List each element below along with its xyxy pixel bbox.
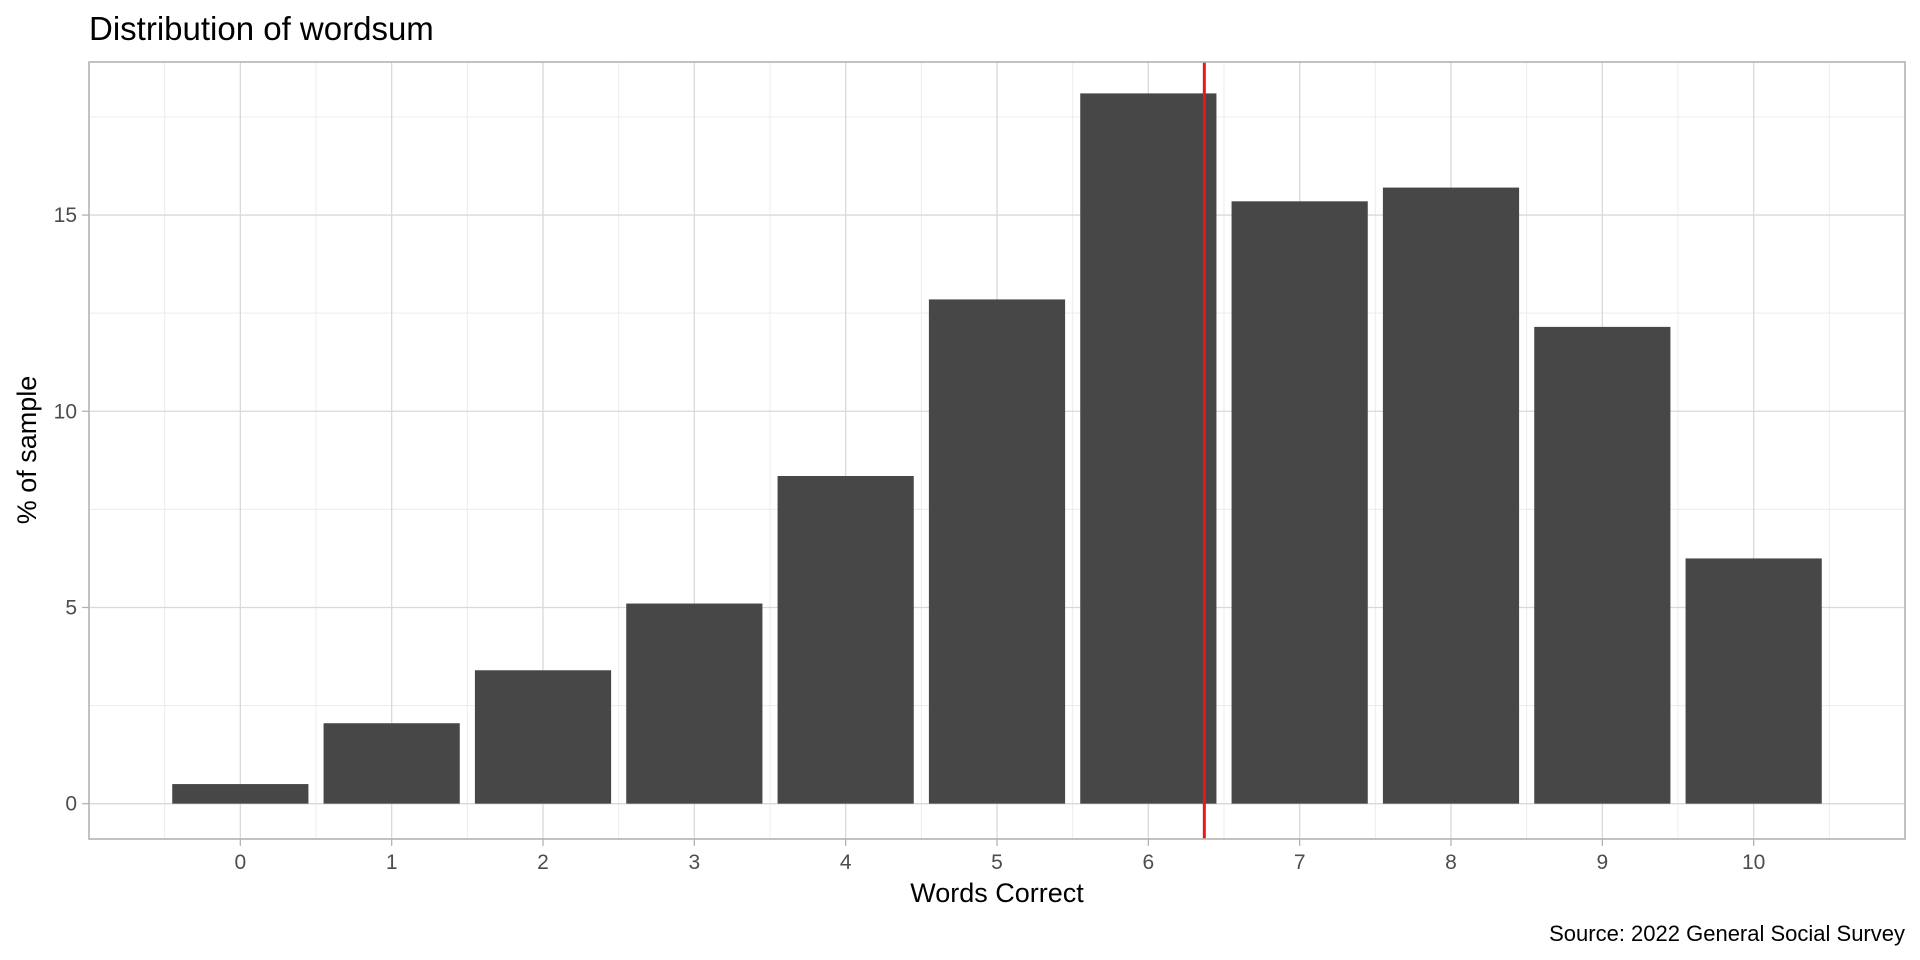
x-axis-ticks: 0 1 2 3 4 5 6 7 8 9 10	[234, 839, 1765, 874]
bar-2	[474, 670, 612, 804]
x-tick-label: 5	[991, 851, 1003, 874]
x-tick-label: 0	[234, 851, 246, 874]
x-tick-label: 1	[386, 851, 398, 874]
bars	[172, 93, 1822, 804]
x-tick-label: 7	[1294, 851, 1306, 874]
y-tick-label: 15	[54, 204, 77, 227]
chart-caption: Source: 2022 General Social Survey	[1549, 921, 1905, 946]
x-tick-label: 2	[537, 851, 549, 874]
bar-8	[1382, 187, 1520, 804]
bar-3	[626, 603, 763, 804]
y-tick-label: 5	[65, 596, 77, 619]
x-tick-label: 6	[1142, 851, 1154, 874]
y-axis-ticks: 0 5 10 15	[54, 204, 89, 816]
x-tick-label: 9	[1596, 851, 1608, 874]
y-tick-label: 10	[54, 400, 77, 423]
x-axis-title: Words Correct	[910, 878, 1084, 908]
x-tick-label: 8	[1445, 851, 1457, 874]
bar-10	[1685, 558, 1822, 804]
bar-1	[323, 723, 460, 804]
chart-title: Distribution of wordsum	[89, 10, 434, 47]
bar-5	[928, 299, 1066, 804]
bar-6	[1080, 93, 1217, 804]
bar-7	[1231, 201, 1368, 804]
bar-9	[1534, 326, 1671, 804]
bar-4	[777, 476, 914, 804]
x-tick-label: 4	[840, 851, 852, 874]
bar-0	[172, 784, 309, 804]
x-tick-label: 3	[688, 851, 700, 874]
y-axis-title: % of sample	[12, 376, 42, 525]
x-tick-label: 10	[1742, 851, 1765, 874]
y-tick-label: 0	[65, 793, 77, 816]
